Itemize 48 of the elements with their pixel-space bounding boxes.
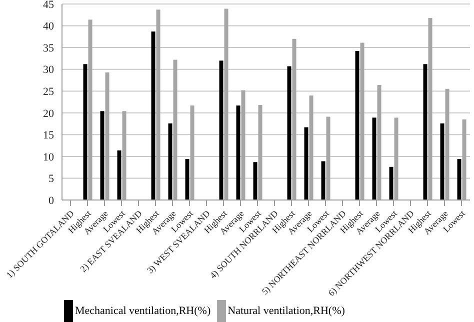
bar	[377, 85, 382, 200]
y-tick-label: 15	[43, 130, 54, 142]
bar	[304, 127, 308, 200]
bar	[440, 123, 444, 200]
bar	[168, 123, 172, 200]
bar	[360, 42, 364, 200]
bar	[445, 88, 450, 200]
bar	[423, 64, 428, 200]
y-tick-label: 25	[43, 86, 54, 98]
legend-label: Natural ventilation,RH(%)	[226, 304, 345, 319]
bar	[258, 105, 262, 200]
y-tick-label: 30	[43, 64, 54, 76]
bar	[253, 162, 258, 200]
bar	[117, 150, 122, 200]
bar	[156, 10, 160, 200]
bar	[100, 111, 104, 200]
bar	[224, 8, 228, 200]
bar	[428, 18, 432, 200]
bar	[83, 64, 88, 200]
bar	[394, 118, 398, 200]
bar	[173, 60, 178, 200]
y-tick-label: 20	[43, 108, 54, 120]
bar	[122, 111, 126, 200]
bar	[287, 66, 292, 200]
legend-label: Mechanical ventilation,RH(%)	[74, 304, 211, 319]
bar	[309, 95, 314, 200]
bar	[190, 105, 194, 200]
bar	[292, 38, 296, 200]
bar	[151, 31, 156, 200]
y-tick-label: 0	[48, 194, 54, 207]
y-tick-label: 40	[43, 20, 54, 33]
bar	[389, 166, 394, 200]
bar	[88, 20, 92, 200]
y-tick-label: 35	[43, 42, 54, 54]
bar	[457, 159, 462, 200]
bar	[219, 60, 224, 200]
bar	[372, 118, 376, 200]
y-tick-label: 45	[43, 0, 54, 11]
bar	[462, 119, 466, 200]
bar	[326, 116, 330, 200]
bar	[236, 105, 240, 200]
bar	[105, 72, 110, 200]
bar	[241, 90, 246, 200]
y-tick-label: 5	[48, 173, 54, 186]
y-tick-label: 10	[43, 151, 54, 164]
bar	[185, 159, 190, 200]
bar	[321, 161, 326, 200]
bar	[355, 51, 360, 200]
